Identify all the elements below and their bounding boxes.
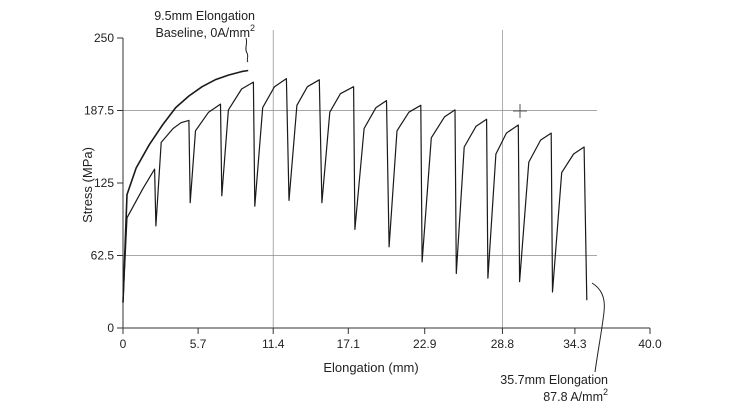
annotation-final-line1: 35.7mm Elongation xyxy=(500,373,608,387)
annotation-baseline-superscript: 2 xyxy=(250,23,255,33)
x-tick-label: 17.1 xyxy=(337,337,361,351)
x-tick-label: 28.8 xyxy=(491,337,515,351)
x-tick-label: 40.0 xyxy=(638,337,662,351)
ticks: 0 5.7 11.4 17.1 22.9 28.8 34.3 40.0 0 62.5 125 187.… xyxy=(84,31,662,351)
y-tick-label: 62.5 xyxy=(91,249,115,263)
x-tick-label: 11.4 xyxy=(262,337,285,351)
annotation-baseline-line2-text: Baseline, 0A/mm xyxy=(156,26,250,40)
crosshair-cursor-icon xyxy=(513,104,527,118)
annotation-final-line2-text: 87.8 A/mm xyxy=(543,390,603,404)
annotation-baseline: 9.5mm Elongation Baseline, 0A/mm2 xyxy=(154,9,256,63)
annotation-baseline-line1: 9.5mm Elongation xyxy=(154,9,255,23)
y-tick-label: 187.5 xyxy=(84,104,114,118)
x-tick-label: 22.9 xyxy=(413,337,437,351)
series-line-baseline xyxy=(122,69,249,303)
series xyxy=(122,69,588,303)
y-tick-label: 125 xyxy=(94,176,114,190)
y-axis-title: Stress (MPa) xyxy=(80,147,95,223)
annotation-baseline-line2: Baseline, 0A/mm2 xyxy=(156,23,256,40)
x-axis-title: Elongation (mm) xyxy=(323,360,418,375)
axes xyxy=(122,38,650,329)
annotation-final-leader xyxy=(591,282,605,373)
annotation-final-line2: 87.8 A/mm2 xyxy=(543,387,608,404)
y-tick-label: 250 xyxy=(94,31,114,45)
x-tick-label: 34.3 xyxy=(563,337,587,351)
x-tick-label: 0 xyxy=(120,337,127,351)
annotation-final: 35.7mm Elongation 87.8 A/mm2 xyxy=(500,282,608,404)
y-tick-label: 0 xyxy=(107,321,114,335)
x-tick-label: 5.7 xyxy=(190,337,207,351)
annotation-final-superscript: 2 xyxy=(603,387,608,397)
annotation-baseline-leader xyxy=(245,37,249,63)
series-line-cycled xyxy=(122,78,588,303)
